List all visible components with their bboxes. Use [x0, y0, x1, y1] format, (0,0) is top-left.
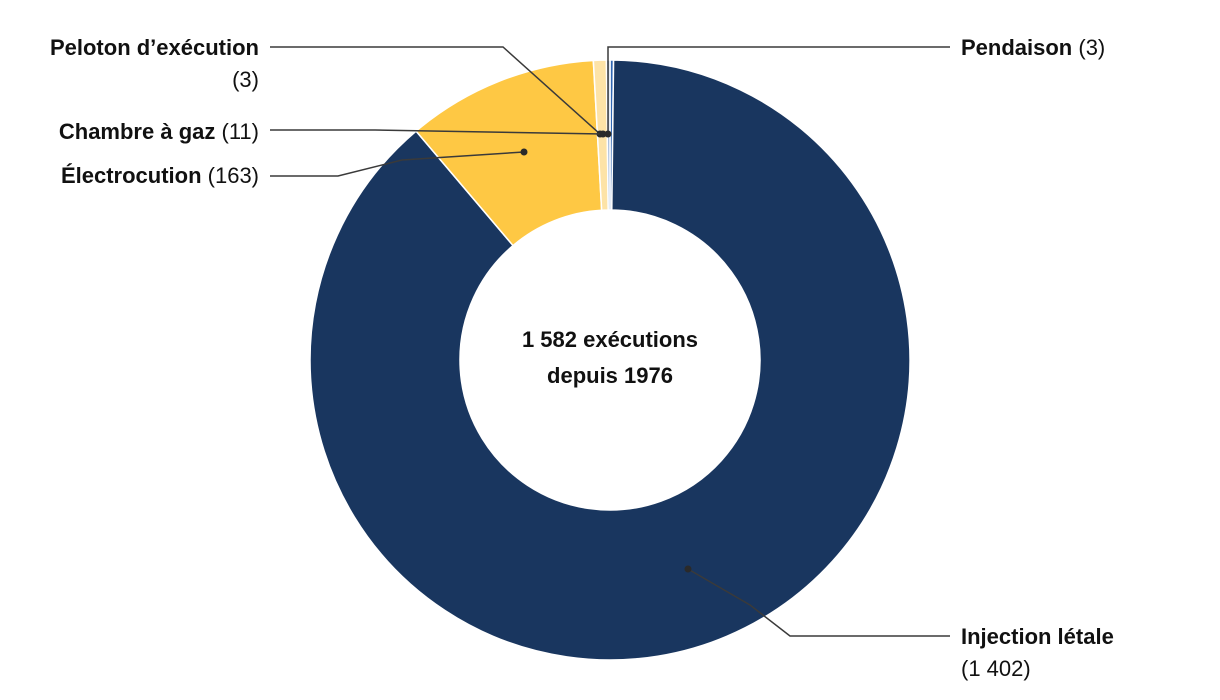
label-chambre: Chambre à gaz (11) [59, 116, 259, 148]
label-pendaison: Pendaison (3) [961, 32, 1105, 64]
label-electrocution-value: (163) [207, 163, 259, 188]
leader-dot-injection [684, 565, 692, 573]
leader-dot-chambre [599, 130, 607, 138]
label-peloton-name: Peloton d’exécution [49, 35, 259, 60]
leader-line-pendaison [607, 46, 950, 134]
label-peloton: Peloton d’exécution (3) [50, 32, 259, 96]
leader-line-peloton [270, 46, 601, 135]
leader-dot-electrocution [520, 148, 528, 156]
label-chambre-value: (11) [221, 119, 260, 144]
label-injection-value: (1 402) [961, 656, 1031, 681]
leader-line-injection [687, 568, 950, 637]
label-chambre-name: Chambre à gaz [58, 119, 216, 144]
label-peloton-value: (3) [232, 67, 259, 92]
center-text-line-2: depuis 1976 [547, 363, 673, 388]
label-injection-name: Injection létale [961, 624, 1114, 649]
label-pendaison-value: (3) [1078, 35, 1106, 60]
donut-center-text: 1 582 exécutions depuis 1976 [460, 322, 760, 394]
leader-line-chambre [270, 129, 604, 135]
slice-injection-letale [309, 59, 911, 661]
label-electrocution-name: Électrocution [60, 163, 202, 188]
label-injection: Injection létale (1 402) [961, 621, 1114, 685]
leader-dot-pendaison [604, 130, 612, 138]
leader-line-electrocution [270, 151, 525, 177]
label-electrocution: Électrocution (163) [61, 160, 259, 192]
center-text-line-1: 1 582 exécutions [521, 327, 699, 352]
label-pendaison-name: Pendaison [961, 35, 1073, 60]
